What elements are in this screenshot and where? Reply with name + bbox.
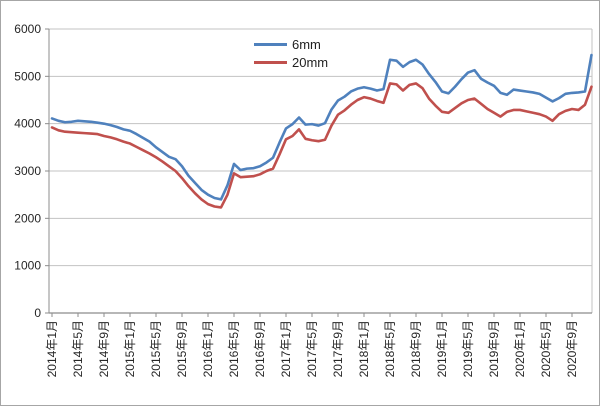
y-axis-label-2000: 2000: [14, 211, 41, 225]
x-axis-label: 2020年9月: [565, 320, 579, 377]
x-axis-label: 2014年1月: [45, 320, 59, 377]
x-axis-label: 2019年9月: [487, 320, 501, 377]
x-axis-label: 2016年1月: [201, 320, 215, 377]
y-axis-label-1000: 1000: [14, 259, 41, 273]
legend-swatch-20mm: [254, 61, 287, 64]
x-axis-label: 2016年5月: [227, 320, 241, 377]
y-axis-label-3000: 3000: [14, 164, 41, 178]
x-axis-label: 2018年9月: [409, 320, 423, 377]
legend-item-20mm: 20mm: [254, 55, 328, 70]
y-axis-label-6000: 6000: [14, 22, 41, 36]
x-axis-label: 2017年9月: [331, 320, 345, 377]
x-axis-label: 2015年9月: [175, 320, 189, 377]
legend: 6mm 20mm: [254, 37, 328, 70]
x-axis-label: 2014年5月: [71, 320, 85, 377]
x-axis-label: 2019年1月: [435, 320, 449, 377]
legend-swatch-6mm: [254, 43, 287, 46]
y-axis-label-0: 0: [34, 306, 41, 320]
legend-label-6mm: 6mm: [292, 37, 321, 52]
series-6mm-line: [50, 53, 593, 201]
x-axis-label: 2018年5月: [383, 320, 397, 377]
x-axis-label: 2019年5月: [461, 320, 475, 377]
series-20mm-line: [50, 82, 593, 209]
x-axis-label: 2015年1月: [123, 320, 137, 377]
x-axis-label: 2016年9月: [253, 320, 267, 377]
x-axis-label: 2014年9月: [97, 320, 111, 377]
x-axis-label: 2015年5月: [149, 320, 163, 377]
legend-item-6mm: 6mm: [254, 37, 328, 52]
x-axis-label: 2017年1月: [279, 320, 293, 377]
y-axis-label-4000: 4000: [14, 117, 41, 131]
y-axis-label-5000: 5000: [14, 69, 41, 83]
x-axis-label: 2017年5月: [305, 320, 319, 377]
x-axis-label: 2020年1月: [513, 320, 527, 377]
x-axis-label: 2020年5月: [539, 320, 553, 377]
x-axis-label: 2018年1月: [357, 320, 371, 377]
legend-label-20mm: 20mm: [292, 55, 329, 70]
